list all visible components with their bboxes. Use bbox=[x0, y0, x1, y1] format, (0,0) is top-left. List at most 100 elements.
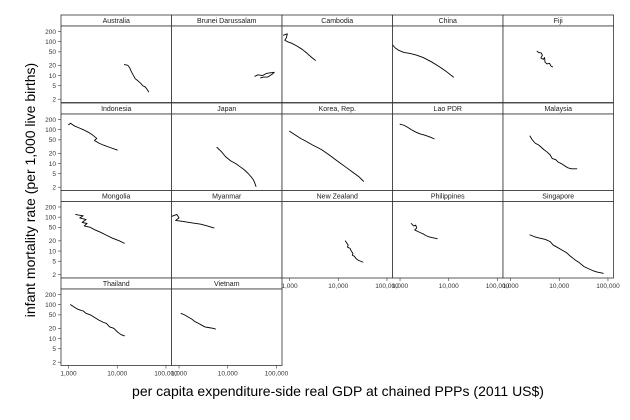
facet-title: Mongolia bbox=[102, 194, 131, 201]
facet-china: China bbox=[392, 14, 504, 103]
facet-title: Japan bbox=[217, 106, 236, 113]
series-line-indonesia bbox=[68, 122, 118, 151]
y-tick-label: 5 bbox=[52, 171, 56, 178]
series-line-thailand bbox=[70, 304, 125, 337]
series-line-vietnam bbox=[180, 313, 216, 330]
series-line-china bbox=[392, 44, 454, 78]
plot-area bbox=[392, 26, 503, 103]
y-tick-label: 50 bbox=[49, 225, 57, 232]
x-tick-label: 1,000 bbox=[60, 371, 77, 378]
plot-area bbox=[61, 114, 172, 191]
x-tick-label: 10,000 bbox=[218, 371, 238, 378]
series-line-lao-pdr bbox=[399, 123, 435, 140]
y-tick-label: 200 bbox=[45, 117, 56, 124]
panel-border bbox=[502, 201, 614, 279]
x-tick-label: 10,000 bbox=[549, 283, 569, 290]
facet-singapore: Singapore 1,000 10,000 100,000 bbox=[502, 190, 620, 290]
plot-area bbox=[171, 289, 282, 366]
series-line-philippines bbox=[410, 223, 438, 240]
x-tick-label: 100,000 bbox=[154, 371, 178, 378]
y-axis-label: infant mortality rate (per 1,000 live bi… bbox=[22, 63, 38, 317]
y-tick-label: 50 bbox=[49, 137, 57, 144]
x-tick-label: 100,000 bbox=[486, 283, 510, 290]
y-tick-label: 100 bbox=[45, 214, 56, 221]
series-line-australia bbox=[123, 64, 150, 93]
series-line-mongolia bbox=[75, 214, 125, 244]
y-tick-label: 10 bbox=[49, 73, 57, 80]
facet-brunei-darussalam: Brunei Darussalam bbox=[171, 14, 283, 103]
y-tick-label: 100 bbox=[45, 39, 56, 46]
y-tick-label: 5 bbox=[52, 83, 56, 90]
y-tick-label: 50 bbox=[49, 49, 57, 56]
y-tick-label: 50 bbox=[49, 312, 57, 319]
x-tick-label: 1,000 bbox=[281, 283, 298, 290]
plot-area bbox=[171, 26, 282, 103]
plot-area bbox=[61, 26, 172, 103]
facet-lao-pdr: Lao PDR bbox=[392, 102, 504, 191]
x-tick-label: 10,000 bbox=[107, 371, 127, 378]
plot-area bbox=[171, 114, 282, 191]
x-tick-label: 1,000 bbox=[171, 371, 188, 378]
plot-area bbox=[282, 114, 393, 191]
y-tick-label: 2 bbox=[52, 185, 56, 192]
facet-title: Fiji bbox=[554, 18, 563, 25]
facet-malaysia: Malaysia bbox=[502, 102, 614, 191]
y-tick-label: 20 bbox=[49, 151, 57, 158]
facet-vietnam: Vietnam 1,000 10,000 100,000 bbox=[171, 277, 289, 378]
facet-title: Indonesia bbox=[101, 106, 131, 113]
x-tick-label: 10,000 bbox=[439, 283, 459, 290]
facet-indonesia: Indonesia 2 5 10 20 50 100 200 bbox=[45, 102, 172, 192]
facet-japan: Japan bbox=[171, 102, 283, 191]
facet-title: Malaysia bbox=[544, 106, 572, 113]
plot-area bbox=[392, 201, 503, 278]
facet-fiji: Fiji bbox=[502, 14, 614, 103]
x-tick-label: 100,000 bbox=[596, 283, 620, 290]
facet-title: Myanmar bbox=[212, 194, 242, 201]
y-tick-label: 100 bbox=[45, 127, 56, 134]
facet-philippines: Philippines 1,000 10,000 100,000 bbox=[392, 190, 510, 290]
series-line-cambodia bbox=[283, 33, 316, 61]
y-tick-label: 20 bbox=[49, 63, 57, 70]
plot-area bbox=[392, 114, 503, 191]
y-tick-label: 200 bbox=[45, 204, 56, 211]
facet-new-zealand: New Zealand 1,000 10,000 100,000 bbox=[281, 190, 399, 290]
facet-australia: Australia 2 5 10 20 50 100 200 bbox=[45, 14, 172, 104]
plot-area bbox=[282, 201, 393, 278]
series-line-korea-rep bbox=[289, 130, 364, 182]
panel-border bbox=[502, 25, 614, 103]
y-tick-label: 200 bbox=[45, 29, 56, 36]
y-tick-label: 10 bbox=[49, 248, 57, 255]
plot-area bbox=[503, 114, 614, 191]
series-line-brunei-darussalam bbox=[254, 71, 275, 79]
y-tick-label: 2 bbox=[52, 97, 56, 104]
series-line-malaysia bbox=[529, 135, 578, 170]
y-tick-label: 10 bbox=[49, 336, 57, 343]
facet-title: Australia bbox=[103, 18, 130, 25]
y-tick-label: 2 bbox=[52, 272, 56, 279]
panel-border bbox=[171, 288, 283, 366]
facet-cambodia: Cambodia bbox=[281, 14, 393, 103]
facet-korea-rep: Korea, Rep. bbox=[281, 102, 393, 191]
facet-title: Thailand bbox=[103, 281, 130, 288]
y-tick-label: 100 bbox=[45, 302, 56, 309]
series-line-fiji bbox=[536, 50, 554, 68]
facet-title: Vietnam bbox=[214, 281, 240, 288]
x-axis-label: per capita expenditure-side real GDP at … bbox=[132, 383, 544, 399]
facet-title: Singapore bbox=[542, 194, 574, 201]
y-tick-label: 5 bbox=[52, 346, 56, 353]
facet-title: New Zealand bbox=[317, 194, 358, 201]
y-tick-label: 10 bbox=[49, 161, 57, 168]
plot-area bbox=[61, 289, 172, 366]
facet-mongolia: Mongolia 2 5 10 20 50 100 200 bbox=[45, 190, 172, 279]
x-tick-label: 100,000 bbox=[375, 283, 399, 290]
facet-thailand: Thailand 2 5 10 20 50 100 200 1,000 10,000 100,000 bbox=[45, 277, 178, 378]
y-tick-label: 5 bbox=[52, 259, 56, 266]
facet-title: Brunei Darussalam bbox=[197, 18, 257, 25]
facet-title: Lao PDR bbox=[434, 106, 462, 113]
y-tick-label: 200 bbox=[45, 292, 56, 299]
y-tick-label: 2 bbox=[52, 360, 56, 367]
facet-title: Philippines bbox=[431, 194, 465, 201]
series-line-singapore bbox=[529, 234, 604, 274]
